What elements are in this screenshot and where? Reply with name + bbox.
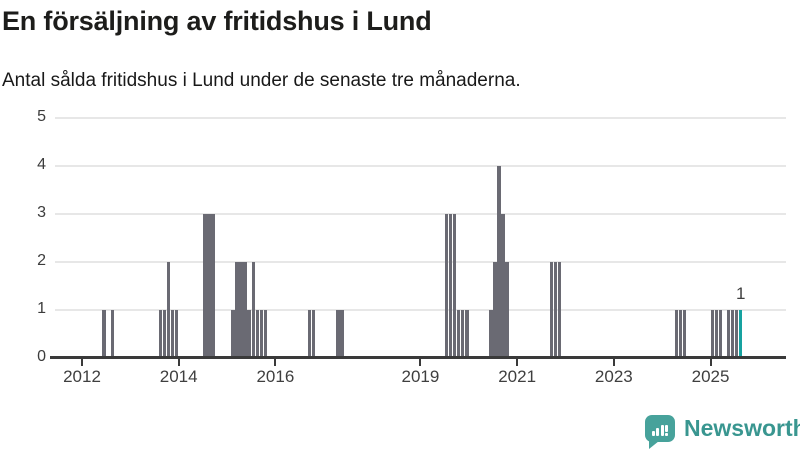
- bar: [497, 166, 501, 356]
- gridline: [55, 261, 786, 263]
- newsworthy-brand-text: Newsworthy: [684, 415, 800, 441]
- bar: [493, 262, 497, 356]
- bar: [674, 310, 679, 356]
- newsworthy-logo: Newsworthy: [645, 415, 800, 449]
- bar: [259, 310, 264, 356]
- bar: [710, 310, 715, 356]
- logo-bar-icon: [656, 428, 660, 436]
- x-axis-label: 2016: [256, 367, 295, 386]
- x-axis-tick: [709, 359, 712, 366]
- bar: [557, 262, 562, 356]
- gridline: [55, 213, 786, 215]
- x-axis-label: 2012: [63, 367, 101, 386]
- bar: [110, 310, 114, 356]
- bar: [239, 262, 243, 356]
- bar: [735, 310, 739, 356]
- x-axis-tick: [516, 359, 519, 366]
- y-axis-label: 5: [37, 108, 46, 125]
- bar: [452, 214, 457, 356]
- bar: [211, 214, 215, 356]
- bar: [336, 310, 340, 356]
- bar: [311, 310, 316, 356]
- x-axis-tick: [274, 359, 277, 366]
- x-axis-tick: [419, 359, 422, 366]
- logo-bar-icon: [651, 431, 655, 436]
- x-axis-label: 2025: [691, 367, 730, 386]
- newsworthy-chart-bubble-icon: [645, 415, 675, 449]
- bar: [203, 214, 207, 356]
- gridline: [55, 165, 786, 167]
- bar: [235, 262, 239, 356]
- bar: [158, 310, 163, 356]
- y-axis-label: 1: [37, 300, 46, 317]
- y-axis-label: 2: [37, 252, 46, 269]
- x-axis-label: 2021: [498, 367, 537, 386]
- x-axis-tick: [81, 359, 83, 366]
- gridline: [55, 117, 786, 119]
- x-axis-label: 2019: [401, 367, 440, 386]
- x-axis-line: [50, 356, 786, 359]
- bar: [448, 214, 453, 356]
- bar: [726, 310, 731, 356]
- y-axis-label: 0: [37, 348, 46, 365]
- bar: [505, 262, 509, 356]
- bar: [174, 310, 179, 356]
- x-axis-label: 2014: [159, 367, 198, 386]
- bar: [549, 262, 554, 356]
- bar: [501, 214, 505, 356]
- bar: [251, 262, 255, 356]
- bar: [170, 310, 175, 356]
- bar: [255, 310, 259, 356]
- x-axis-tick: [177, 359, 180, 366]
- chart-subtitle: Antal sålda fritidshus i Lund under de s…: [2, 70, 521, 91]
- x-axis-label: 2023: [594, 367, 633, 386]
- page-title: En försäljning av fritidshus i Lund: [2, 6, 432, 36]
- x-axis-tick: [612, 359, 615, 366]
- bar: [162, 310, 167, 356]
- gridline: [55, 309, 786, 311]
- bar: [247, 310, 251, 356]
- bar: [682, 310, 687, 356]
- logo-bar-icon: [660, 425, 664, 436]
- y-axis-label: 4: [37, 156, 46, 173]
- bar: [718, 310, 723, 356]
- bar: [243, 262, 247, 356]
- bar-highlight: [739, 310, 743, 356]
- bar: [489, 310, 493, 356]
- logo-exclamation-icon: [665, 424, 669, 436]
- bar: [444, 214, 449, 356]
- value-annotation: 1: [736, 284, 746, 303]
- bar: [678, 310, 683, 356]
- bar: [263, 310, 268, 356]
- bar: [340, 310, 344, 356]
- bar: [166, 262, 171, 356]
- bar: [553, 262, 558, 356]
- y-axis-label: 3: [37, 204, 46, 221]
- bar: [307, 310, 312, 356]
- bar: [465, 310, 469, 356]
- bar: [102, 310, 106, 356]
- bar: [730, 310, 735, 356]
- bar: [457, 310, 461, 356]
- bar: [461, 310, 465, 356]
- logo-bubble-tail: [649, 441, 659, 449]
- bar: [231, 310, 235, 356]
- bar: [207, 214, 211, 356]
- bar: [714, 310, 719, 356]
